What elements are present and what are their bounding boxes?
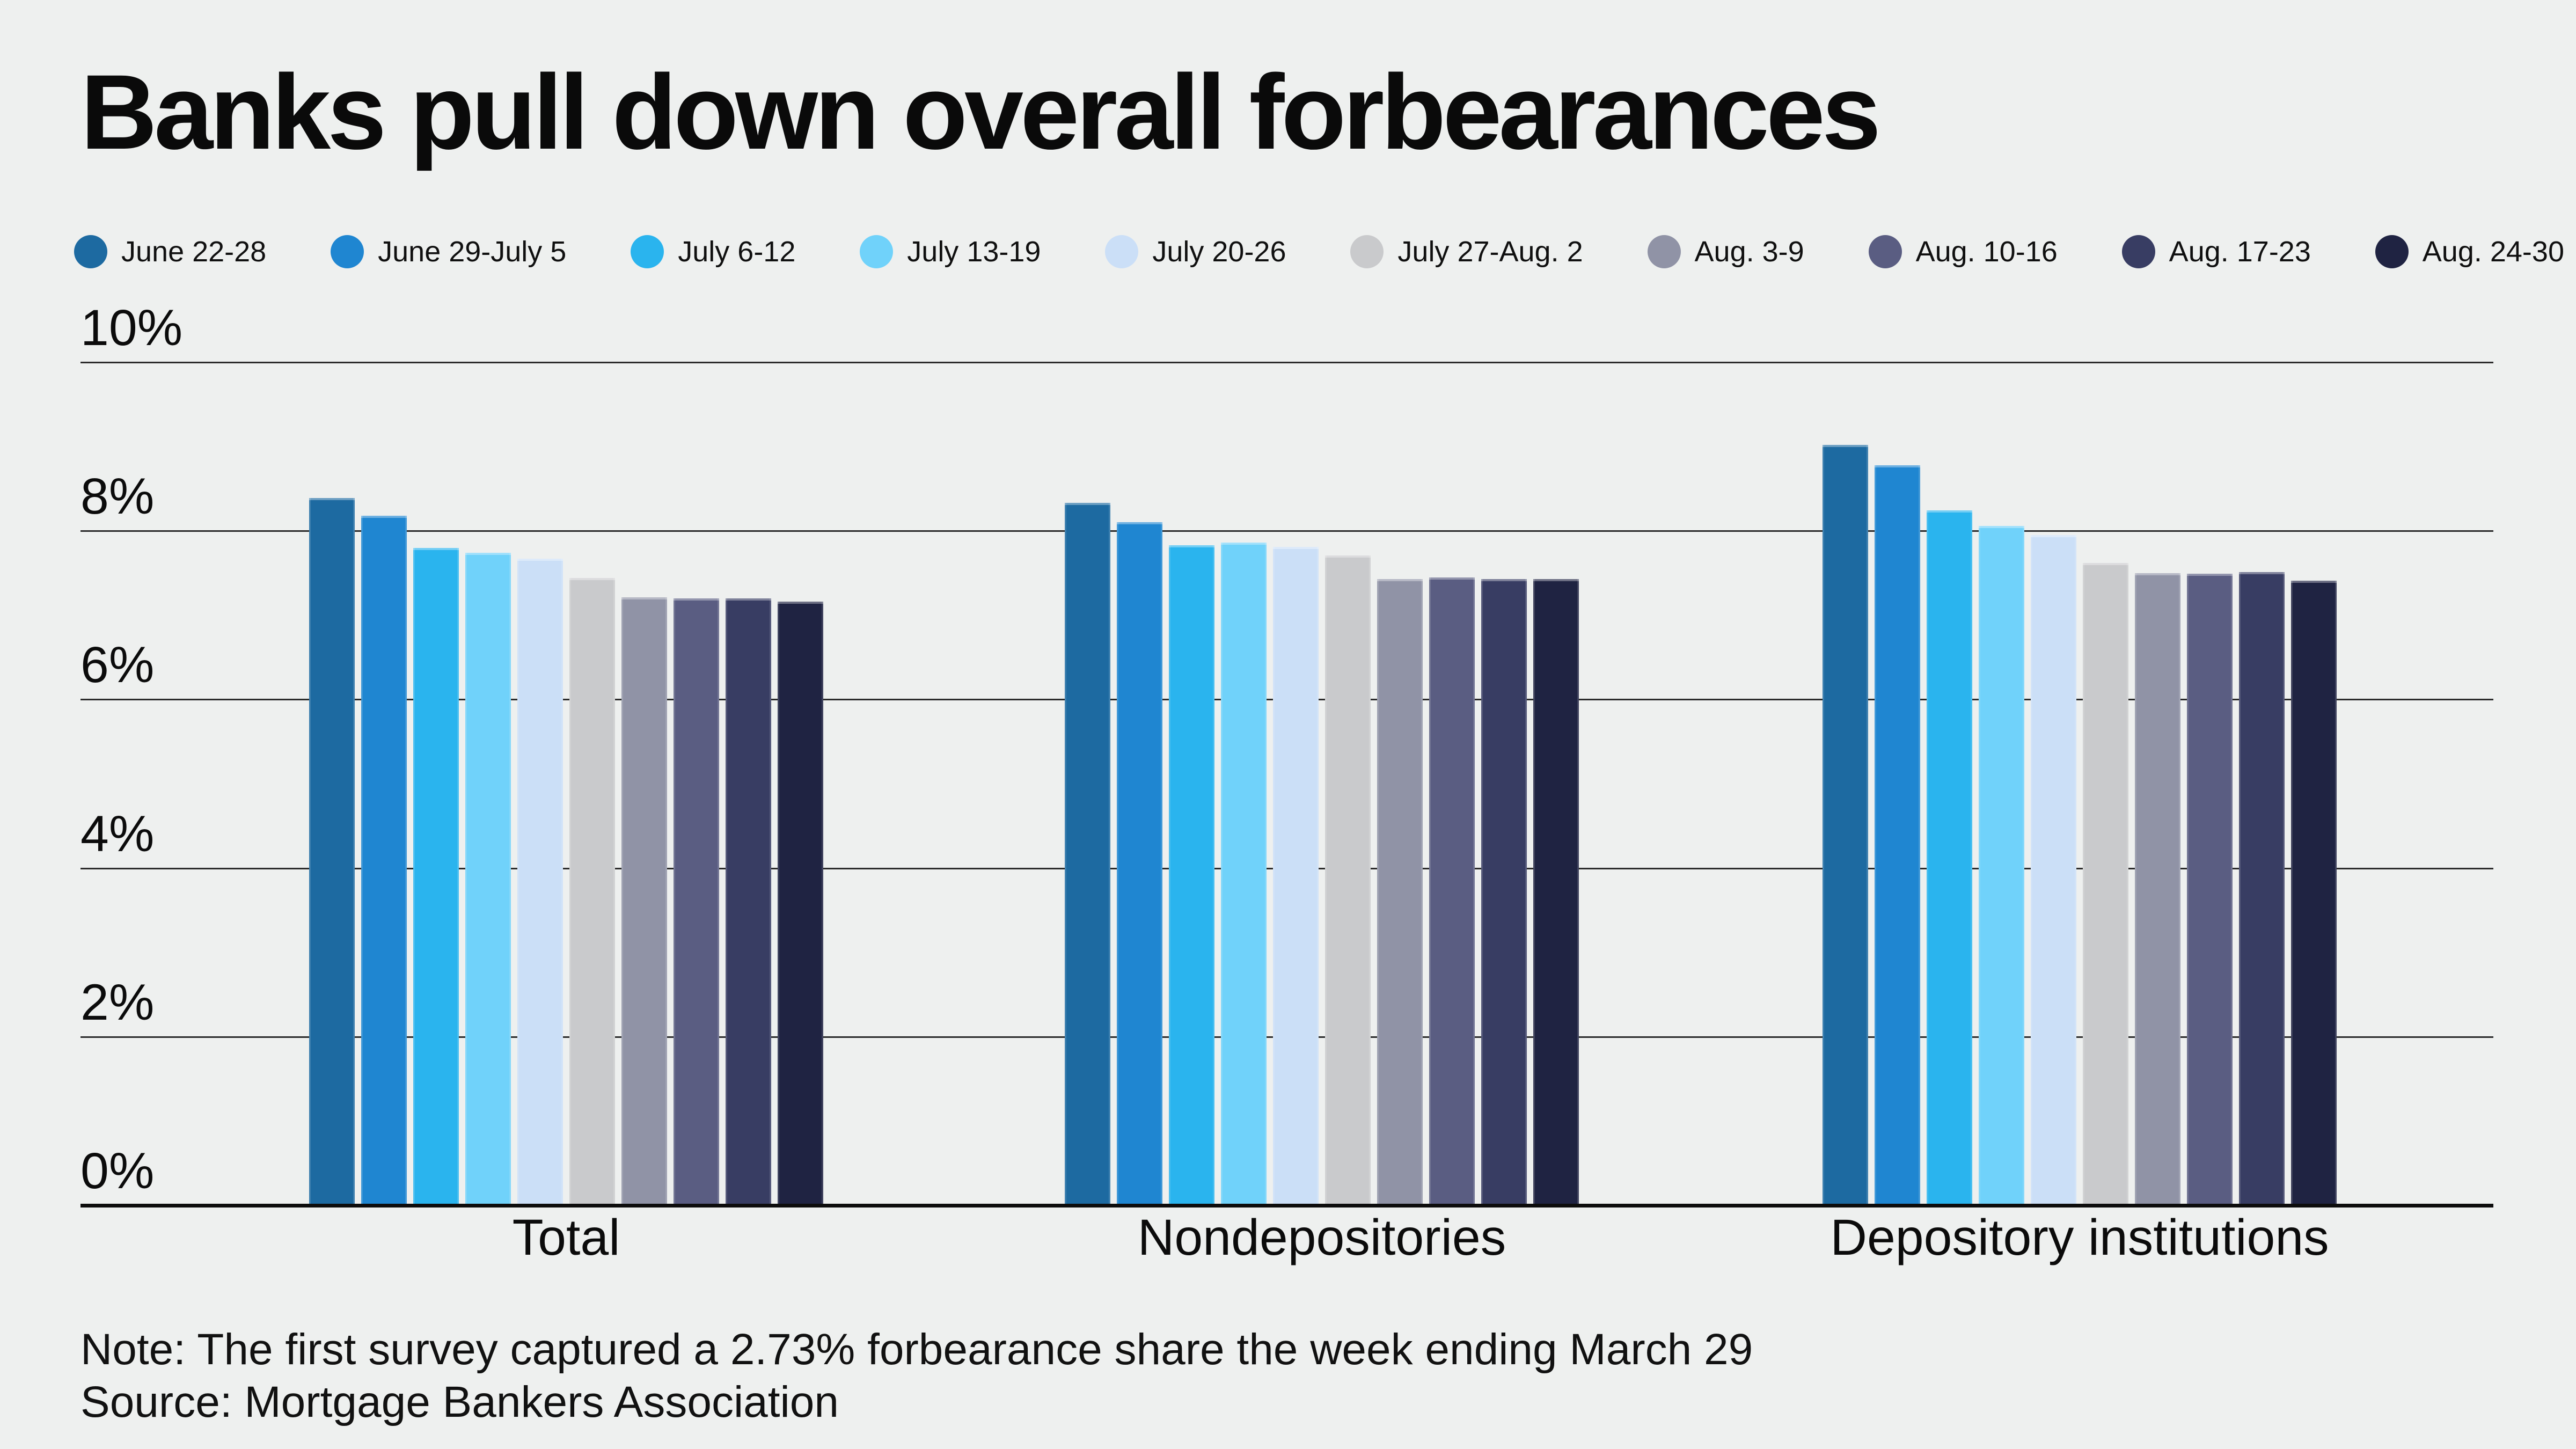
legend-label: July 20-26 xyxy=(1152,236,1286,268)
bar-depository-institutions-july-27-aug-2 xyxy=(2083,563,2128,1205)
bar-total-june-29-july-5 xyxy=(361,516,407,1205)
legend-label: July 6-12 xyxy=(678,236,796,268)
y-tick-label-10pct: 10% xyxy=(80,299,183,356)
y-tick-label-4pct: 4% xyxy=(80,805,155,862)
legend-label: Aug. 3-9 xyxy=(1694,236,1804,268)
legend-swatch-icon xyxy=(1647,235,1681,268)
category-label-total: Total xyxy=(512,1209,620,1266)
bar-nondepositories-june-22-28 xyxy=(1065,503,1110,1205)
bar-total-aug-10-16 xyxy=(674,598,719,1205)
bar-depository-institutions-july-13-19 xyxy=(1979,526,2024,1205)
bar-nondepositories-aug-3-9 xyxy=(1377,579,1423,1205)
category-label-nondepositories: Nondepositories xyxy=(1137,1209,1506,1266)
y-tick-label-2pct: 2% xyxy=(80,974,155,1031)
bar-nondepositories-aug-17-23 xyxy=(1481,579,1527,1205)
x-axis-line xyxy=(80,1204,2493,1208)
gridline-8pct xyxy=(80,530,2493,532)
legend-label: July 13-19 xyxy=(907,236,1041,268)
legend-item-july-6-12: July 6-12 xyxy=(631,235,795,268)
note-text: Note: The first survey captured a 2.73% … xyxy=(80,1325,1753,1374)
bar-total-aug-3-9 xyxy=(621,597,667,1205)
bar-depository-institutions-aug-17-23 xyxy=(2239,572,2285,1205)
footnotes: Note: The first survey captured a 2.73% … xyxy=(80,1323,1753,1429)
bar-depository-institutions-aug-10-16 xyxy=(2187,574,2233,1205)
bar-total-july-20-26 xyxy=(517,559,563,1205)
legend-swatch-icon xyxy=(1868,235,1902,268)
legend-swatch-icon xyxy=(631,235,664,268)
bar-nondepositories-july-6-12 xyxy=(1169,545,1214,1205)
legend-swatch-icon xyxy=(860,235,894,268)
bar-depository-institutions-june-29-july-5 xyxy=(1875,465,1920,1205)
bar-total-aug-17-23 xyxy=(726,598,771,1205)
legend-label: June 22-28 xyxy=(121,236,267,268)
source-text: Source: Mortgage Bankers Association xyxy=(80,1378,839,1427)
bar-nondepositories-aug-24-30 xyxy=(1533,579,1579,1205)
legend-swatch-icon xyxy=(331,235,364,268)
legend-item-july-20-26: July 20-26 xyxy=(1105,235,1286,268)
bar-nondepositories-aug-10-16 xyxy=(1429,577,1475,1205)
chart-title: Banks pull down overall forbearances xyxy=(80,53,1881,171)
category-label-depository-institutions: Depository institutions xyxy=(1830,1209,2329,1266)
bar-depository-institutions-aug-3-9 xyxy=(2135,573,2180,1205)
legend-label: Aug. 24-30 xyxy=(2422,236,2564,268)
legend-swatch-icon xyxy=(74,235,107,268)
legend-label: June 29-July 5 xyxy=(378,236,567,268)
legend-item-aug-24-30: Aug. 24-30 xyxy=(2375,235,2564,268)
legend-item-aug-3-9: Aug. 3-9 xyxy=(1647,235,1804,268)
legend-label: July 27-Aug. 2 xyxy=(1397,236,1583,268)
legend-item-aug-10-16: Aug. 10-16 xyxy=(1868,235,2058,268)
bar-total-aug-24-30 xyxy=(778,602,823,1205)
legend-label: Aug. 17-23 xyxy=(2169,236,2311,268)
y-tick-label-0pct: 0% xyxy=(80,1143,155,1199)
legend-label: Aug. 10-16 xyxy=(1915,236,2058,268)
legend-swatch-icon xyxy=(1350,235,1384,268)
bar-total-july-13-19 xyxy=(465,553,511,1205)
y-tick-label-6pct: 6% xyxy=(80,636,155,694)
bar-total-june-22-28 xyxy=(309,498,355,1205)
bar-depository-institutions-july-20-26 xyxy=(2031,535,2076,1205)
legend-item-june-29-july-5: June 29-July 5 xyxy=(331,235,566,268)
bar-nondepositories-july-27-aug-2 xyxy=(1325,555,1371,1205)
legend-item-july-13-19: July 13-19 xyxy=(860,235,1041,268)
legend-swatch-icon xyxy=(2375,235,2409,268)
bar-depository-institutions-aug-24-30 xyxy=(2291,581,2337,1205)
legend-item-june-22-28: June 22-28 xyxy=(74,235,266,268)
bar-nondepositories-june-29-july-5 xyxy=(1117,522,1162,1205)
bar-depository-institutions-june-22-28 xyxy=(1823,445,1868,1205)
legend-item-aug-17-23: Aug. 17-23 xyxy=(2121,235,2311,268)
legend-swatch-icon xyxy=(1105,235,1139,268)
bar-total-july-27-aug-2 xyxy=(569,578,615,1205)
legend-swatch-icon xyxy=(2121,235,2155,268)
bar-total-july-6-12 xyxy=(413,548,459,1205)
legend: June 22-28 June 29-July 5 July 6-12 July 13… xyxy=(74,233,2564,270)
gridline-10pct xyxy=(80,362,2493,363)
bar-nondepositories-july-20-26 xyxy=(1273,547,1319,1205)
bar-depository-institutions-july-6-12 xyxy=(1927,510,1972,1205)
y-tick-label-8pct: 8% xyxy=(80,468,155,525)
legend-item-july-27-aug-2: July 27-Aug. 2 xyxy=(1350,235,1583,268)
bar-nondepositories-july-13-19 xyxy=(1221,543,1267,1205)
